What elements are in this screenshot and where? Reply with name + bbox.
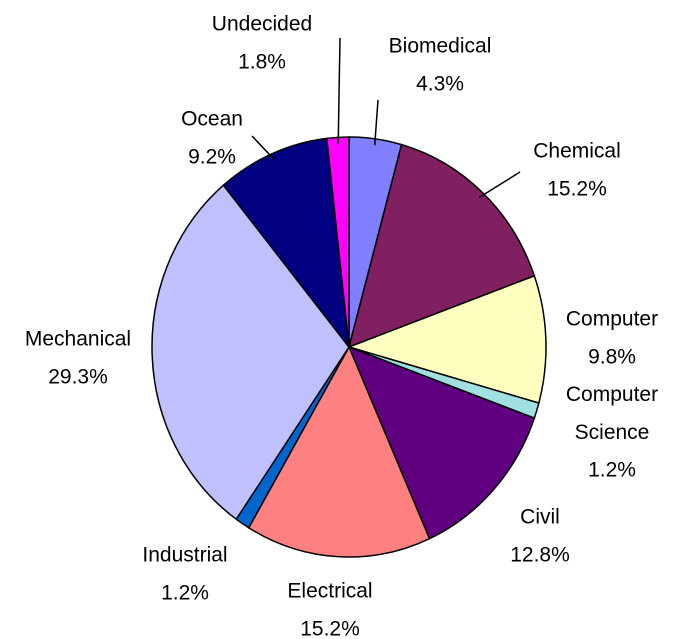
leader-line [251, 135, 275, 161]
slice-label-line: Computer [566, 383, 658, 406]
pie-slice [347, 345, 536, 540]
pie-slice [151, 184, 350, 521]
pie-slice [247, 345, 431, 558]
slice-value-label: 1.2% [588, 459, 636, 482]
slice-label: Ocean [181, 108, 243, 131]
pie-slice [346, 274, 547, 404]
slice-label: Chemical [533, 140, 621, 163]
leader-line [478, 171, 521, 199]
slice-value-label: 1.2% [161, 582, 209, 605]
slice-value-label: 15.2% [300, 618, 360, 639]
slice-value-label: 29.3% [48, 366, 108, 389]
pie-slice [222, 137, 351, 350]
slice-label: Biomedical [389, 35, 492, 58]
pie-slice [347, 143, 536, 349]
slice-label-line: Science [575, 421, 650, 444]
slice-label: Civil [520, 506, 560, 529]
slice-value-label: 15.2% [547, 178, 607, 201]
slice-value-label: 4.3% [416, 73, 464, 96]
slice-label: Industrial [142, 544, 227, 567]
slice-label: Undecided [212, 13, 312, 36]
leader-line [373, 99, 379, 146]
slice-value-label: 12.8% [510, 544, 570, 567]
slice-label: Computer [566, 308, 658, 331]
slice-value-label: 1.8% [238, 51, 286, 74]
slice-label: Electrical [287, 580, 372, 603]
slice-value-label: 9.8% [588, 346, 636, 369]
leader-line [337, 37, 341, 144]
slice-label: Mechanical [25, 328, 131, 351]
slice-label: Computer Science [566, 383, 658, 444]
slice-value-label: 9.2% [188, 146, 236, 169]
